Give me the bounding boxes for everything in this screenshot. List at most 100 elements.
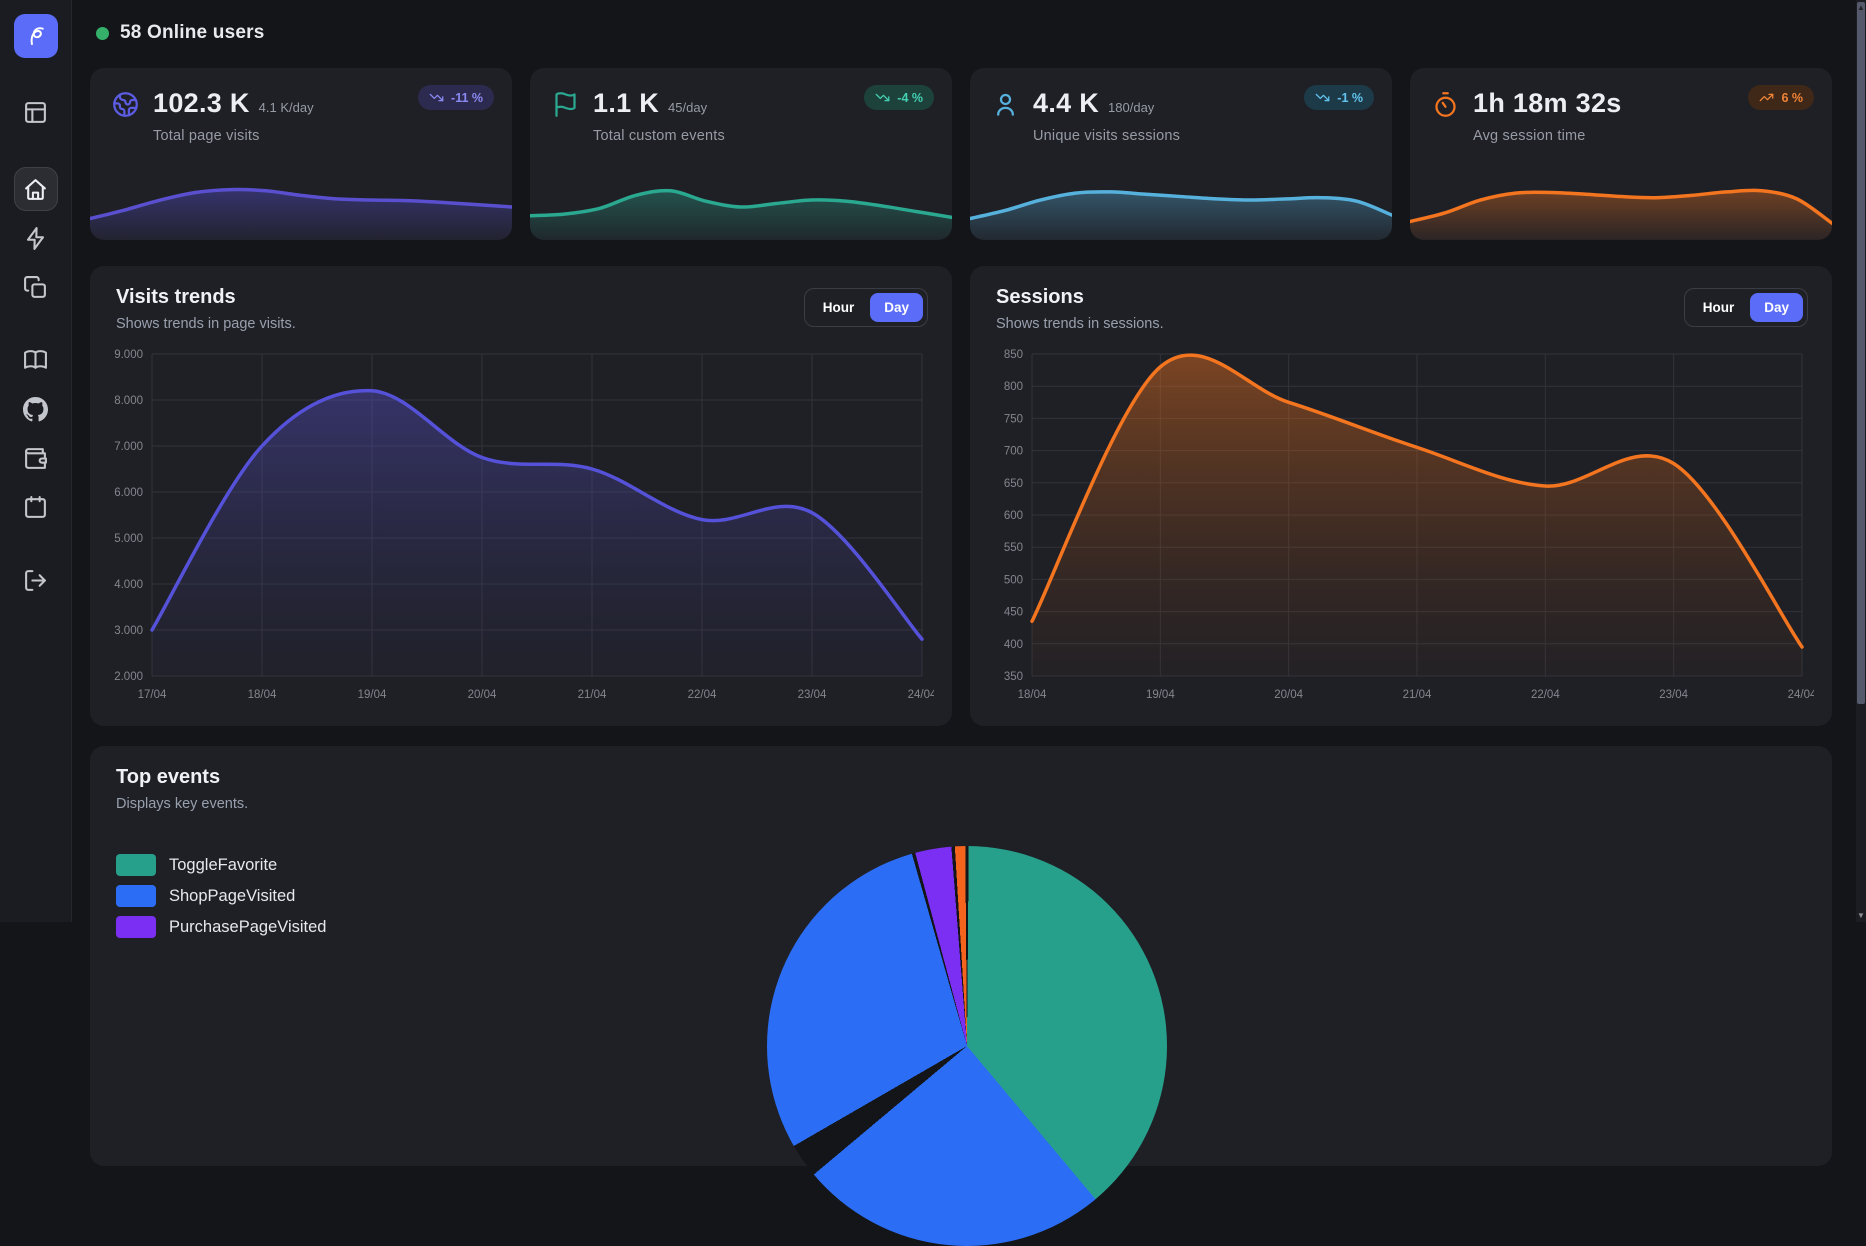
legend-label: PurchasePageVisited (169, 917, 327, 936)
user-icon (992, 91, 1019, 123)
svg-text:450: 450 (1004, 607, 1023, 619)
stat-per-day: 4.1 K/day (258, 100, 314, 115)
svg-text:18/04: 18/04 (1018, 689, 1047, 701)
trending-down-icon (429, 93, 444, 102)
visits-trends-area-chart: 2.000 3.000 4.000 5.000 6.000 7.000 8.000 9.000… (114, 349, 934, 701)
svg-text:24/04: 24/04 (1788, 689, 1814, 701)
interval-toggle: Hour Day (803, 288, 928, 327)
chart-title: Visits trends (116, 286, 236, 308)
stat-label: Avg session time (1473, 128, 1586, 144)
svg-text:350: 350 (1004, 671, 1023, 683)
sidebar-item-copy[interactable] (14, 265, 58, 309)
top-events-card: Top events Displays key events. ToggleFa… (90, 746, 1832, 1246)
copy-icon (24, 275, 46, 298)
sparkline-chart (1410, 188, 1832, 240)
svg-text:21/04: 21/04 (578, 689, 607, 701)
book-open-icon (24, 349, 47, 369)
legend-swatch (116, 854, 156, 876)
sidebar-item-zap[interactable] (14, 216, 58, 260)
panels-icon (25, 101, 46, 123)
github-icon (23, 396, 48, 421)
flag-icon (552, 91, 579, 123)
charts-row: Visits trends Shows trends in page visit… (90, 266, 1832, 726)
svg-text:18/04: 18/04 (248, 689, 277, 701)
sidebar-item-home[interactable] (13, 167, 58, 211)
stat-label: Unique visits sessions (1033, 128, 1181, 144)
sidebar-item-docs[interactable] (14, 338, 58, 382)
toggle-day-button[interactable]: Day (870, 293, 923, 322)
svg-text:22/04: 22/04 (1531, 689, 1560, 701)
toggle-hour-button[interactable]: Hour (1689, 293, 1749, 322)
svg-text:700: 700 (1004, 446, 1023, 458)
svg-text:800: 800 (1004, 381, 1023, 393)
sidebar-item-panels[interactable] (14, 90, 58, 134)
app-logo[interactable] (13, 14, 58, 58)
top-events-pie-chart (767, 846, 1167, 1246)
svg-text:24/04: 24/04 (908, 689, 934, 701)
svg-text:4.000: 4.000 (114, 579, 143, 591)
stat-value: 4.4 K (1033, 88, 1100, 118)
svg-text:2.000: 2.000 (114, 671, 143, 683)
stat-value: 1h 18m 32s (1473, 88, 1622, 118)
svg-text:650: 650 (1004, 478, 1023, 490)
stat-per-day: 180/day (1108, 100, 1155, 115)
stat-label: Total page visits (153, 128, 260, 144)
legend-item[interactable]: ShopPageVisited (116, 885, 326, 907)
stats-row: 102.3 K 4.1 K/day Total page visits -11 … (90, 68, 1832, 240)
sidebar-item-logout[interactable] (14, 558, 58, 602)
sparkline-chart (970, 190, 1392, 240)
trending-down-icon (1315, 93, 1330, 102)
globe-icon (112, 91, 139, 123)
legend-item[interactable]: PurchasePageVisited (116, 916, 326, 938)
stat-card-total-page-visits: 102.3 K 4.1 K/day Total page visits -11 … (90, 68, 512, 240)
trending-down-icon (875, 93, 890, 102)
stat-value: 102.3 K (153, 88, 250, 118)
visits-trends-card: Visits trends Shows trends in page visit… (90, 266, 952, 726)
svg-text:20/04: 20/04 (1274, 689, 1303, 701)
scroll-up-arrow[interactable]: ▲ (1857, 2, 1865, 12)
sidebar (0, 0, 72, 922)
stat-per-day: 45/day (668, 100, 708, 115)
stat-card-avg-session-time: 1h 18m 32s Avg session time 6 % (1410, 68, 1832, 240)
sparkline-chart (90, 187, 512, 240)
interval-toggle: Hour Day (1683, 288, 1808, 327)
trend-badge: -4 % (864, 85, 934, 110)
svg-text:20/04: 20/04 (468, 689, 497, 701)
stat-card-unique-visits-sessions: 4.4 K 180/day Unique visits sessions -1 … (970, 68, 1392, 240)
online-users-header: 58 Online users (96, 22, 1832, 44)
scrollbar-thumb[interactable] (1857, 2, 1865, 704)
svg-text:22/04: 22/04 (688, 689, 717, 701)
page-title: 58 Online users (120, 22, 265, 43)
sidebar-item-github[interactable] (14, 387, 58, 431)
pie-legend: ToggleFavorite ShopPageVisited PurchaseP… (116, 854, 326, 938)
trend-badge: 6 % (1748, 85, 1814, 110)
home-icon (25, 178, 46, 200)
svg-text:500: 500 (1004, 574, 1023, 586)
trending-up-icon (1760, 93, 1774, 102)
stat-card-total-custom-events: 1.1 K 45/day Total custom events -4 % (530, 68, 952, 240)
legend-swatch (116, 885, 156, 907)
scroll-down-arrow[interactable]: ▼ (1857, 910, 1865, 920)
toggle-day-button[interactable]: Day (1750, 293, 1803, 322)
toggle-hour-button[interactable]: Hour (809, 293, 869, 322)
sidebar-item-calendar[interactable] (14, 485, 58, 529)
legend-label: ToggleFavorite (169, 855, 278, 874)
svg-text:750: 750 (1004, 413, 1023, 425)
sidebar-item-wallet[interactable] (14, 436, 58, 480)
stat-value: 1.1 K (593, 88, 660, 118)
sessions-area-chart: 350 400 450 500 550 600 650 700 750 800 850 18/04 19… (1004, 349, 1814, 701)
legend-label: ShopPageVisited (169, 886, 296, 905)
svg-text:17/04: 17/04 (138, 689, 167, 701)
stat-label: Total custom events (593, 128, 725, 144)
sparkline-chart (530, 188, 952, 240)
svg-text:5.000: 5.000 (114, 533, 143, 545)
section-subtitle: Displays key events. (116, 796, 249, 812)
log-out-icon (25, 569, 46, 591)
legend-item[interactable]: ToggleFavorite (116, 854, 326, 876)
trend-badge: -11 % (418, 85, 494, 110)
chart-subtitle: Shows trends in page visits. (116, 316, 296, 332)
svg-text:23/04: 23/04 (798, 689, 827, 701)
svg-text:8.000: 8.000 (114, 395, 143, 407)
svg-text:400: 400 (1004, 639, 1023, 651)
online-status-dot (96, 26, 109, 40)
